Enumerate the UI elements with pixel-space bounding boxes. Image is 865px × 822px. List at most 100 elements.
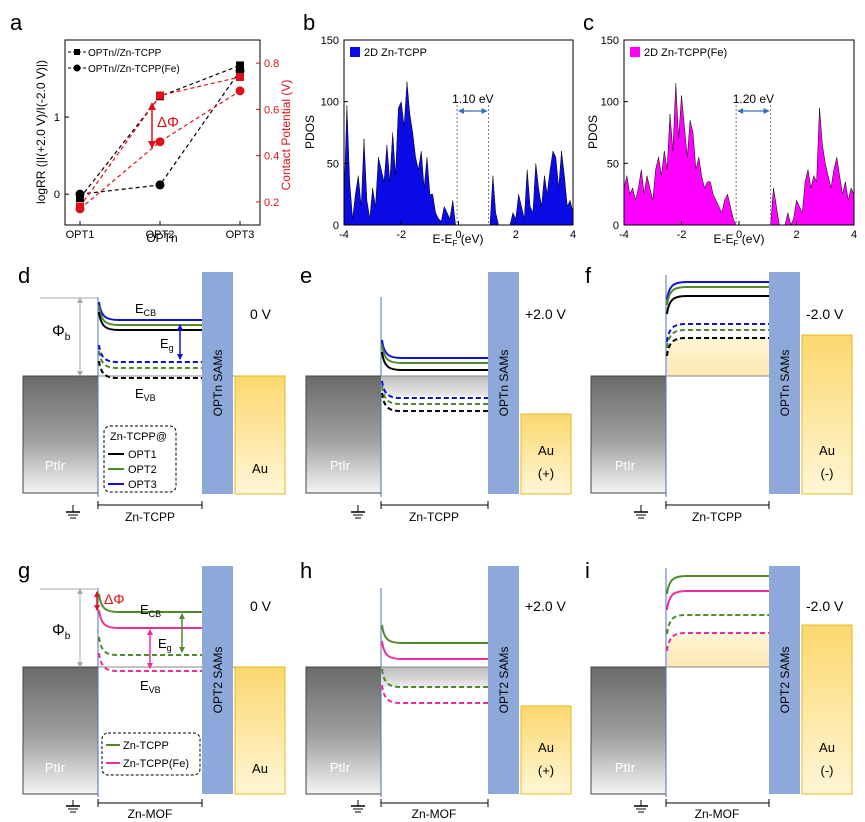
valence-band-edge [381, 380, 488, 399]
plot-frame-c [623, 39, 855, 226]
valence-band-edge [666, 614, 769, 635]
data-point [155, 180, 165, 190]
arrow-head-icon [77, 297, 83, 303]
au-label: Au [538, 443, 554, 458]
au-electrode [801, 624, 853, 795]
x-tick-label: OPT2 [146, 229, 175, 241]
arrow-head-icon [77, 588, 83, 594]
sams-layer [769, 272, 800, 494]
voltage-label: +2.0 V [525, 306, 567, 322]
evb-label: EVB [135, 386, 156, 403]
eg-label: Eg [158, 636, 172, 653]
valence-band-edge [381, 392, 488, 412]
band-gap-label: 1.20 eV [733, 92, 774, 106]
conduction-band-edge [381, 344, 488, 364]
legend-title: Zn-TCPP@ [110, 431, 167, 443]
conduction-band-edge [98, 311, 202, 331]
y2-axis-label: Contact Potential (V) [279, 80, 293, 191]
delta-phi-label: ΔΦ [104, 591, 125, 607]
sams-layer [202, 272, 233, 494]
plot-frame-b [343, 39, 574, 226]
valence-band-edge [98, 350, 202, 369]
ground-icon [634, 505, 648, 519]
legend-label: OPTn//Zn-TCPP [88, 48, 162, 59]
energy-bands-h [381, 624, 488, 704]
x-tick-label: -4 [619, 229, 629, 241]
ptir-label: PtIr [615, 760, 636, 775]
energy-bands-d [98, 301, 202, 379]
eg-label: Eg [160, 336, 174, 353]
y2-tick-label: 0.4 [264, 151, 279, 163]
x-axis-label: E-EF (eV) [714, 232, 765, 248]
panel-letter-a: a [10, 10, 23, 35]
series-line [79, 64, 241, 199]
panel-letter-b: b [303, 10, 315, 35]
au-electrode [234, 666, 286, 795]
au-sign: (+) [538, 763, 554, 778]
legend-label: OPT3 [128, 479, 157, 491]
sams-label: OPTn SAMs [211, 350, 225, 417]
panel-c: c -4 -2 0 2 4 0 50 100 150 2D Zn-TCPP(Fe) PDOS E… [583, 10, 857, 248]
panel-letter-h: h [300, 558, 312, 583]
ground-icon [351, 505, 365, 519]
au-label: Au [252, 761, 268, 776]
yellow-region [667, 633, 769, 667]
arrow-head-icon [77, 371, 83, 377]
ground-icon [351, 800, 365, 813]
ground-icon [66, 800, 80, 813]
valence-band-edge [98, 360, 202, 379]
conduction-band-edge [666, 590, 769, 611]
energy-bands-e [381, 339, 488, 412]
ptir-label: PtIr [45, 458, 66, 473]
y-tick-label: 50 [607, 158, 619, 170]
pdos-plot-b: -4 -2 0 2 4 0 50 100 150 [321, 35, 576, 241]
y-tick-label: 0 [613, 220, 619, 232]
legend-d: Zn-TCPP@ OPT1 OPT2 OPT3 [103, 425, 177, 493]
x-tick-label: 0 [455, 229, 461, 241]
ptir-electrode [305, 666, 382, 795]
layer-label: Zn-MOF [695, 807, 740, 821]
energy-bands-g [98, 593, 202, 672]
conduction-band-edge [381, 640, 488, 660]
right-axis-ticks: 0.2 0.4 0.6 0.8 [256, 58, 279, 209]
arrow-head-icon [177, 354, 183, 360]
conduction-band-edge [666, 295, 769, 315]
panel-e: e PtIr OPTn SAMs Au (+) +2.0 V Zn-TCPP [300, 263, 572, 524]
circle-marker-icon [73, 64, 81, 72]
y-tick-label: 50 [327, 158, 339, 170]
panel-g: g PtIr Φb ΔΦ ECB Eg EVB OPT2 SAMs Au 0 V… [18, 558, 286, 821]
au-electrode [520, 705, 572, 795]
layer-label: Zn-TCPP [125, 510, 175, 524]
panel-letter-c: c [583, 10, 594, 35]
panel-a: a 01 0.20.40.60.8 OPT1 OPT2 OPT3 OPTn logR… [10, 10, 293, 245]
sams-layer [488, 566, 519, 794]
y-axis-label: logRR (|I(+2.0 V)/I(-2.0 V)|) [34, 60, 48, 204]
valence-band-edge [381, 668, 488, 688]
y2-tick-label: 0.2 [264, 197, 279, 209]
data-point [156, 91, 164, 100]
ptir-label: PtIr [45, 760, 66, 775]
layer-label: Zn-TCPP [409, 510, 459, 524]
data-point [75, 189, 85, 199]
conduction-band-edge [381, 624, 488, 644]
x-tick-label: -2 [396, 229, 406, 241]
sams-layer [488, 272, 519, 494]
layer-label: Zn-TCPP [692, 510, 742, 524]
y-tick-label: 0 [54, 189, 60, 201]
legend-label: 2D Zn-TCPP [364, 47, 427, 59]
au-electrode [234, 375, 286, 495]
y2-tick-label: 0.6 [264, 104, 279, 116]
plot-frame-a [64, 39, 261, 226]
ptir-electrode [305, 375, 382, 494]
sams-label: OPT2 SAMs [497, 647, 511, 714]
au-electrode [801, 334, 853, 495]
legend-swatch [350, 47, 360, 57]
y-tick-label: 100 [601, 97, 619, 109]
y-axis-label: PDOS [586, 115, 600, 149]
legend-box [103, 425, 177, 493]
conduction-band-edge [98, 305, 202, 326]
band-gap-label: 1.10 eV [452, 92, 493, 106]
sams-label: OPT2 SAMs [778, 647, 792, 714]
ptir-label: PtIr [615, 458, 636, 473]
panel-letter-f: f [585, 263, 592, 288]
